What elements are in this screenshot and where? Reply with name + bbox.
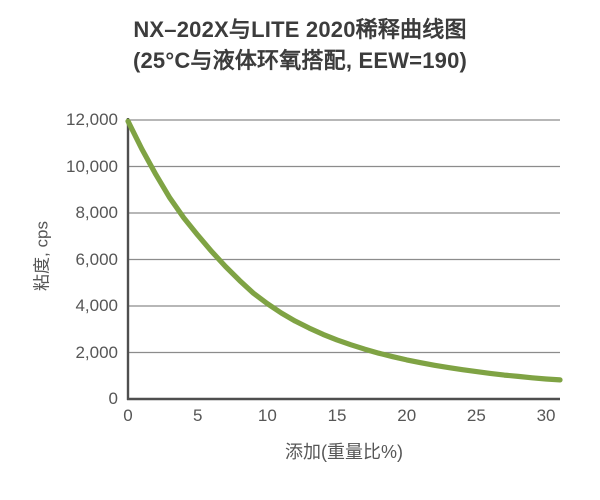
y-axis-title: 粘度, cps: [32, 221, 52, 291]
x-tick-label-20: 20: [397, 406, 417, 425]
viscosity-curve: [125, 118, 563, 383]
x-axis-title: 添加(重量比%): [285, 442, 403, 462]
y-tick-label-0: 0: [108, 389, 118, 408]
y-tick-label-2000: 2,000: [75, 342, 118, 362]
x-tick-label-10: 10: [257, 406, 277, 425]
y-tick-label-12000: 12,000: [66, 110, 118, 129]
y-tick-label-6000: 6,000: [75, 249, 118, 269]
chart-title-line1: NX–202X与LITE 2020稀释曲线图: [133, 17, 467, 42]
x-tick-label-15: 15: [327, 406, 347, 425]
x-tick-label-0: 0: [123, 406, 133, 425]
x-tick-label-5: 5: [192, 406, 203, 425]
y-tick-label-4000: 4,000: [75, 296, 118, 315]
x-tick-label-30: 30: [536, 406, 556, 425]
y-tick-label-8000: 8,000: [75, 203, 118, 222]
x-tick-label-25: 25: [466, 406, 486, 425]
y-tick-label-10000: 10,000: [66, 156, 118, 176]
chart-title: NX–202X与LITE 2020稀释曲线图 (25°C与液体环氧搭配, EEW…: [0, 14, 600, 76]
chart-title-line2: (25°C与液体环氧搭配, EEW=190): [132, 48, 468, 74]
